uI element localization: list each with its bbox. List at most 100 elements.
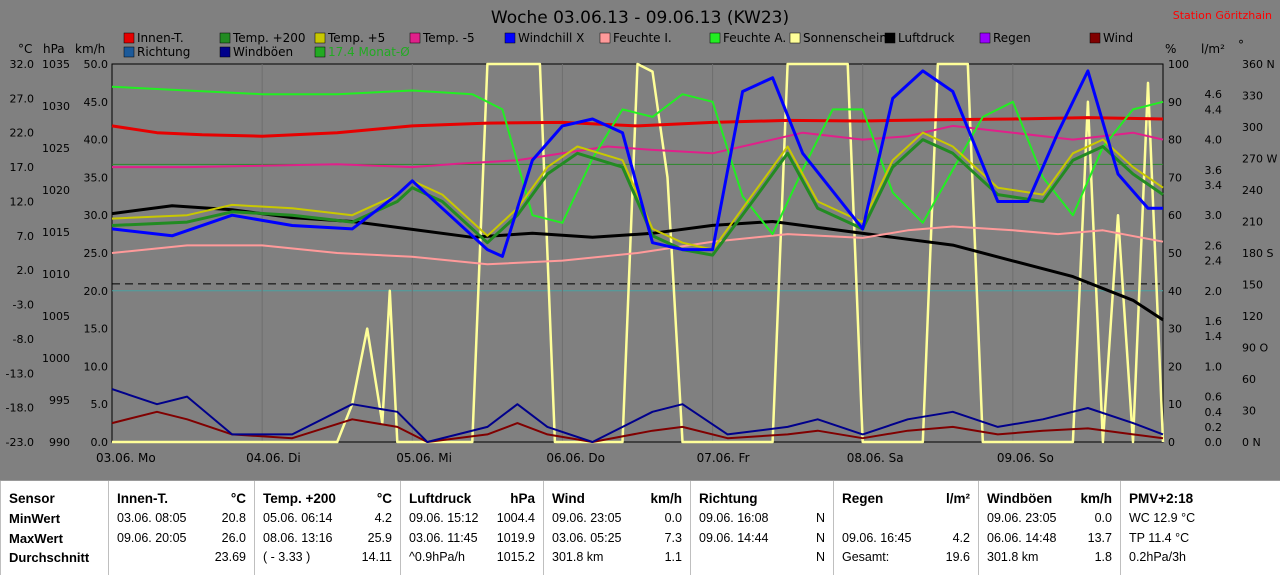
legend-label-5: Feuchte I. bbox=[613, 31, 672, 45]
stat-row-label: TP 11.4 °C bbox=[1129, 530, 1190, 545]
dir-tick-4: 240 bbox=[1242, 184, 1263, 197]
legend-swatch-13 bbox=[314, 46, 326, 58]
legend-swatch-5 bbox=[599, 32, 611, 44]
stat-row-label: MinWert bbox=[9, 511, 61, 526]
statistics-panel: Sensor MinWert MaxWert Durchschnitt Innen-T.… bbox=[0, 480, 1280, 575]
pressure-tick-6: 1005 bbox=[42, 310, 70, 323]
stat-row-value: 4.2 bbox=[374, 511, 392, 525]
stat-unit: km/h bbox=[1080, 491, 1112, 506]
stat-row-0: MinWert bbox=[9, 511, 100, 527]
stat-row-2: Gesamt: 19.6 bbox=[842, 550, 970, 566]
temp-tick-0: 32.0 bbox=[10, 58, 35, 71]
stat-row-label: 09.06. 14:44 bbox=[699, 530, 769, 545]
stat-row-1: MaxWert bbox=[9, 531, 100, 547]
legend-label-13: 17.4 Monat-Ø bbox=[328, 45, 410, 59]
series-temp-5 bbox=[112, 124, 1164, 169]
stat-row-label: 09.06. 20:05 bbox=[117, 530, 187, 545]
stat-title: Innen-T. bbox=[117, 491, 168, 506]
stat-row-value: 7.3 bbox=[664, 530, 682, 545]
legend-label-11: Richtung bbox=[137, 45, 190, 59]
series-temp-5 bbox=[111, 131, 1164, 251]
dir-tick-11: 30 bbox=[1242, 405, 1256, 418]
temp-tick-1: 27.0 bbox=[10, 92, 35, 105]
x-label-0: 03.06. Mo bbox=[96, 451, 156, 465]
stat-header-7: Windböen km/h bbox=[987, 491, 1112, 507]
pressure-tick-7: 1000 bbox=[42, 352, 70, 365]
percent-tick-4: 60 bbox=[1168, 209, 1182, 222]
legend-label-8: Luftdruck bbox=[898, 31, 955, 45]
stat-title: Wind bbox=[552, 491, 585, 506]
temp-tick-6: 2.0 bbox=[17, 264, 35, 277]
legend-swatch-11 bbox=[123, 46, 135, 58]
stat-row-label: 03.06. 05:25 bbox=[552, 530, 622, 545]
wind-tick-4: 30.0 bbox=[84, 209, 109, 222]
percent-tick-3: 70 bbox=[1168, 171, 1182, 184]
stat-row-label: 09.06. 23:05 bbox=[552, 511, 622, 525]
stat-row-label: 09.06. 16:45 bbox=[842, 530, 912, 545]
x-label-4: 07.06. Fr bbox=[697, 451, 750, 465]
stat-row-value: 4.2 bbox=[952, 530, 970, 545]
legend-swatch-7 bbox=[789, 32, 801, 44]
stat-title: Sensor bbox=[9, 491, 55, 506]
legend-swatch-10 bbox=[1089, 32, 1101, 44]
temp-tick-10: -18.0 bbox=[6, 402, 34, 415]
legend-swatch-9 bbox=[979, 32, 991, 44]
rain-tick-4: 3.4 bbox=[1205, 179, 1223, 192]
dir-tick-8: 120 bbox=[1242, 310, 1263, 323]
stat-row-1: 09.06. 14:44 N bbox=[699, 531, 825, 547]
stat-row-value: 19.6 bbox=[945, 550, 970, 564]
percent-tick-7: 30 bbox=[1168, 323, 1182, 336]
rain-tick-11: 1.0 bbox=[1205, 360, 1223, 373]
stat-header-5: Richtung bbox=[699, 491, 825, 507]
stat-row-2: 301.8 km 1.8 bbox=[987, 550, 1112, 566]
stat-column-0: Sensor MinWert MaxWert Durchschnitt bbox=[0, 481, 108, 575]
stat-row-value: 14.11 bbox=[361, 550, 392, 564]
station-name: Station Göritzhain bbox=[1173, 9, 1272, 22]
stat-unit: °C bbox=[230, 491, 246, 506]
stat-row-0 bbox=[842, 511, 970, 527]
percent-tick-9: 10 bbox=[1168, 398, 1182, 411]
stat-header-2: Temp. +200 °C bbox=[263, 491, 392, 507]
stat-row-1: 06.06. 14:48 13.7 bbox=[987, 531, 1112, 547]
pressure-tick-5: 1010 bbox=[42, 268, 70, 281]
stat-row-value: 23.69 bbox=[214, 550, 246, 564]
stat-row-0: 09.06. 23:05 0.0 bbox=[552, 511, 682, 527]
stat-row-label: 09.06. 16:08 bbox=[699, 511, 769, 525]
percent-unit: % bbox=[1165, 42, 1176, 56]
series-layer bbox=[111, 62, 1165, 444]
rain-tick-13: 0.4 bbox=[1205, 406, 1223, 419]
legend-swatch-1 bbox=[219, 32, 231, 44]
stat-column-6: Regen l/m² 09.06. 16:45 4.2 Gesamt: 19.6 bbox=[833, 481, 978, 575]
stat-row-0: 09.06. 16:08 N bbox=[699, 511, 825, 527]
temp-tick-8: -8.0 bbox=[13, 333, 34, 346]
rain-tick-6: 2.6 bbox=[1205, 239, 1223, 252]
pressure-tick-2: 1025 bbox=[42, 142, 70, 155]
wind-tick-6: 20.0 bbox=[84, 285, 109, 298]
legend-label-2: Temp. +5 bbox=[327, 31, 385, 45]
pressure-tick-9: 990 bbox=[49, 436, 70, 449]
stat-row-2: Durchschnitt bbox=[9, 550, 100, 566]
percent-tick-1: 90 bbox=[1168, 96, 1182, 109]
stat-row-value: 25.9 bbox=[367, 530, 392, 545]
rain-tick-14: 0.2 bbox=[1205, 421, 1223, 434]
stat-title: Richtung bbox=[699, 491, 758, 506]
legend-swatch-8 bbox=[884, 32, 896, 44]
stat-row-label: 09.06. 15:12 bbox=[409, 511, 479, 525]
rain-tick-1: 4.4 bbox=[1205, 103, 1223, 116]
rain-tick-9: 1.6 bbox=[1205, 315, 1223, 328]
legend-label-1: Temp. +200 bbox=[232, 31, 306, 45]
stat-row-value: N bbox=[815, 530, 825, 545]
chart-title: Woche 03.06.13 - 09.06.13 (KW23) bbox=[491, 8, 789, 28]
stat-column-3: Luftdruck hPa 09.06. 15:12 1004.4 03.06. 11:… bbox=[400, 481, 543, 575]
stat-title: Luftdruck bbox=[409, 491, 472, 506]
percent-tick-6: 40 bbox=[1168, 285, 1182, 298]
axis-ticks: 32.0 27.0 22.0 17.0 12.0 7.0 2.0 -3.0 -8.0 -13.0 -… bbox=[6, 58, 1278, 465]
stat-row-0: 09.06. 23:05 0.0 bbox=[987, 511, 1112, 527]
x-label-2: 05.06. Mi bbox=[396, 451, 452, 465]
stat-row-label: 06.06. 14:48 bbox=[987, 530, 1057, 545]
temp-tick-11: -23.0 bbox=[6, 436, 34, 449]
stat-row-1: 08.06. 13:16 25.9 bbox=[263, 531, 392, 547]
stat-title: Windböen bbox=[987, 491, 1053, 506]
dir-tick-12: 0 N bbox=[1242, 436, 1261, 449]
